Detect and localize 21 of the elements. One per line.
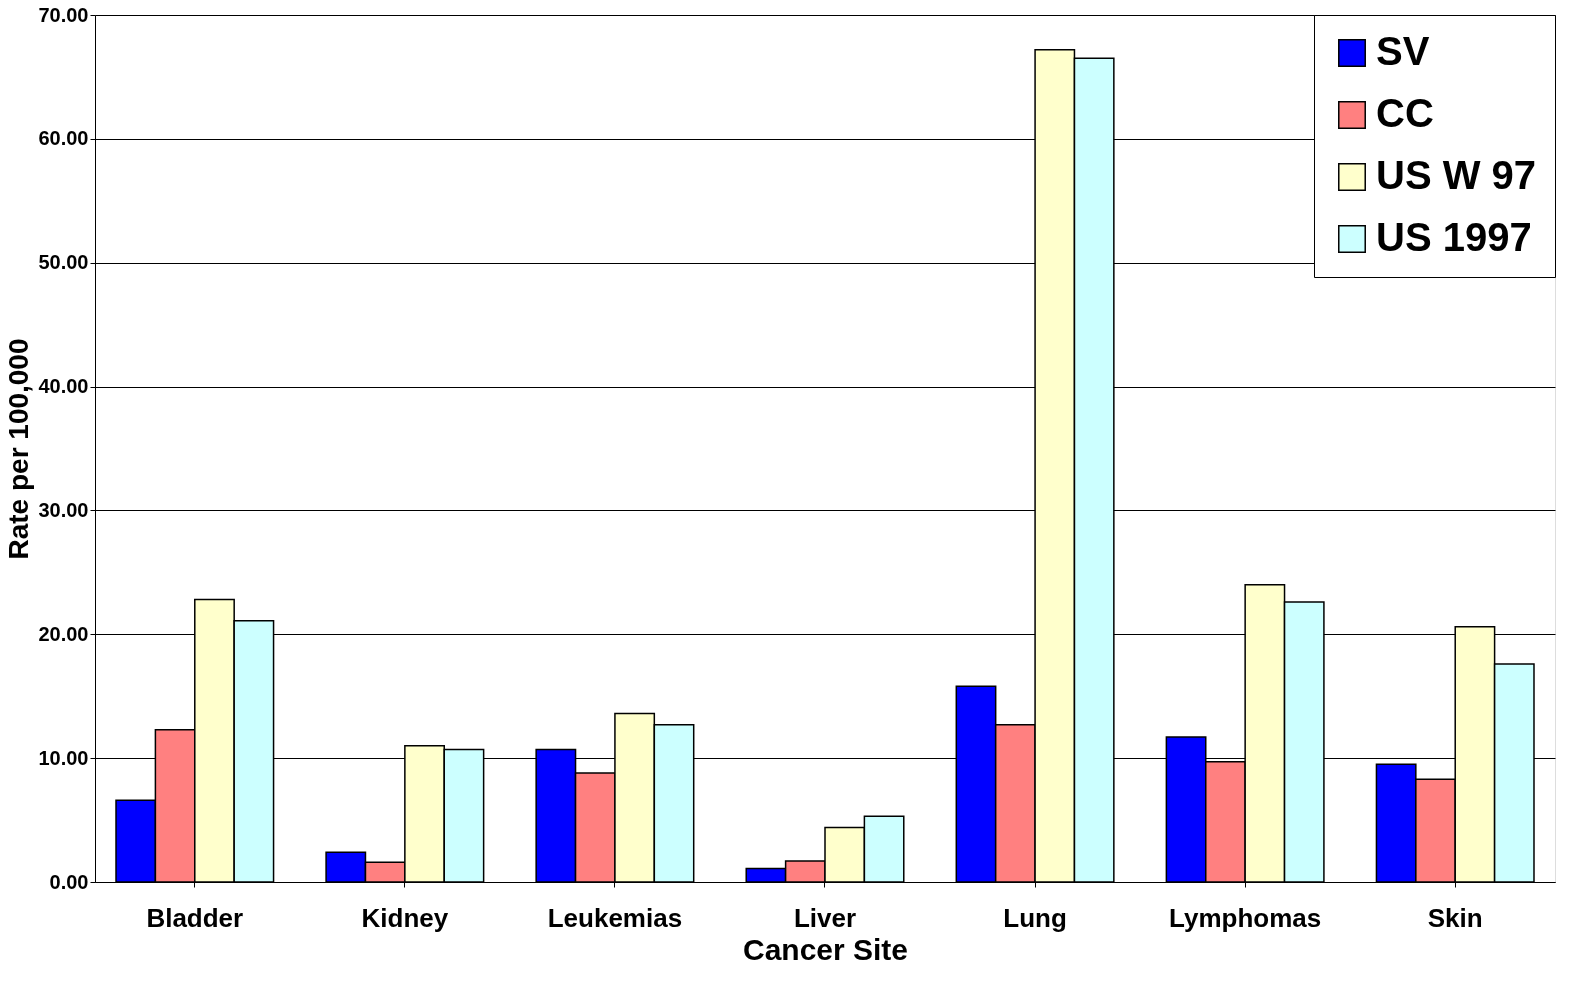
- x-tick-label: Lymphomas: [1169, 902, 1322, 933]
- y-tick-label: 50.00: [38, 251, 89, 274]
- y-tick-label: 10.00: [38, 746, 89, 769]
- y-tick-label: 0.00: [49, 870, 89, 893]
- y-tick-label: 40.00: [38, 375, 89, 398]
- y-tick-label: 30.00: [38, 498, 89, 521]
- x-tick-label: Leukemias: [547, 902, 683, 933]
- legend-label: CC: [1376, 91, 1434, 135]
- y-tick-label: 70.00: [38, 3, 89, 26]
- x-axis-title: Cancer Site: [742, 932, 909, 966]
- legend-label: US W 97: [1376, 153, 1537, 197]
- y-tick-label: 20.00: [38, 622, 89, 645]
- x-tick-label: Liver: [793, 902, 857, 933]
- x-tick-label: Lung: [1003, 902, 1067, 933]
- x-tick-label: Kidney: [361, 902, 449, 933]
- legend-label: US 1997: [1376, 215, 1532, 259]
- y-axis-title: Rate per 100,000: [3, 338, 35, 560]
- x-tick-label: Skin: [1427, 902, 1483, 933]
- legend-label: SV: [1376, 29, 1430, 73]
- y-tick-label: 60.00: [38, 127, 89, 150]
- x-tick-label: Bladder: [146, 902, 244, 933]
